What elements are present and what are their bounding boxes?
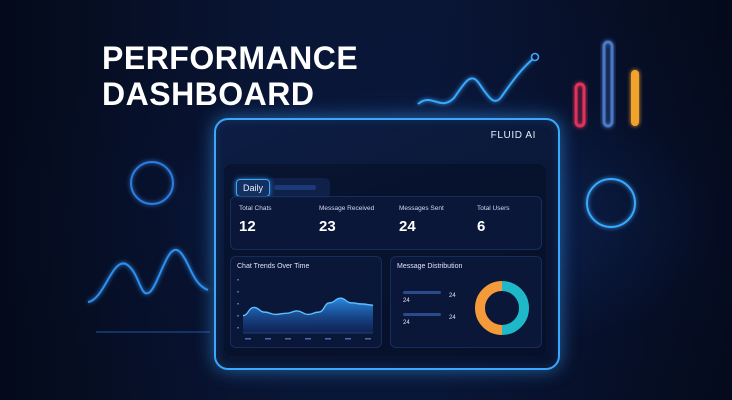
brand-label: FLUID AI [490, 130, 536, 141]
trend-area [243, 298, 373, 333]
distribution-row: 24 [403, 313, 441, 326]
tab-daily[interactable]: Daily [236, 179, 270, 197]
distribution-bar [403, 291, 441, 294]
stat-messages-sent: Messages Sent 24 [399, 205, 444, 235]
trend-y-tick [237, 291, 239, 293]
deco-bar-blue [602, 40, 614, 128]
distribution-left-value: 24 [403, 298, 410, 304]
deco-ring-right [586, 178, 636, 228]
trend-x-tick [345, 338, 351, 340]
distribution-right-value: 24 [449, 315, 456, 321]
distribution-row: 24 [403, 291, 441, 304]
trend-x-tick [325, 338, 331, 340]
stat-value: 6 [477, 218, 486, 235]
distribution-right-value: 24 [449, 293, 456, 299]
distribution-bar [403, 313, 441, 316]
stat-label: Messages Sent [399, 205, 444, 212]
stat-label: Total Chats [239, 205, 272, 212]
trend-y-tick [237, 303, 239, 305]
stats-row: Total Chats 12 Message Received 23 Messa… [230, 196, 542, 250]
stat-value: 23 [319, 218, 336, 235]
trend-line [242, 297, 374, 317]
stat-value: 12 [239, 218, 256, 235]
chat-trends-card: Chat Trends Over Time [230, 256, 382, 348]
trend-x-tick [265, 338, 271, 340]
sparkline-dot-icon [530, 52, 540, 62]
trend-x-tick [285, 338, 291, 340]
chat-trends-chart [237, 279, 374, 340]
period-tabs: Daily [234, 178, 330, 198]
message-distribution-title: Message Distribution [397, 263, 463, 270]
trend-y-tick [237, 327, 239, 329]
hero-title-line2: DASHBOARD [102, 76, 315, 112]
trend-x-tick [245, 338, 251, 340]
stat-label: Message Received [319, 205, 375, 212]
stat-total-users: Total Users 6 [477, 205, 510, 235]
deco-bar-red [574, 82, 586, 128]
message-distribution-donut [475, 281, 529, 335]
donut-slice [501, 281, 529, 335]
sparkline-top-icon [417, 57, 535, 105]
distribution-left-value: 24 [403, 320, 410, 326]
tab-other[interactable] [274, 185, 316, 190]
trend-y-tick [237, 279, 239, 281]
chat-trends-title: Chat Trends Over Time [237, 263, 310, 270]
hero-title-line1: PERFORMANCE [102, 40, 359, 76]
hero-title: PERFORMANCE DASHBOARD [102, 40, 358, 112]
stat-messages-received: Message Received 23 [319, 205, 374, 235]
trend-x-tick [365, 338, 371, 340]
stat-label: Total Users [477, 205, 510, 212]
donut-slice [475, 281, 503, 335]
message-distribution-card: Message Distribution 24 24 24 24 [390, 256, 542, 348]
deco-bar-orange [631, 70, 639, 126]
stat-value: 24 [399, 218, 416, 235]
trend-y-tick [237, 315, 239, 317]
deco-ring-left [130, 161, 174, 205]
stat-total-chats: Total Chats 12 [239, 205, 272, 235]
trend-x-tick [305, 338, 311, 340]
wave-left-icon [87, 248, 209, 303]
